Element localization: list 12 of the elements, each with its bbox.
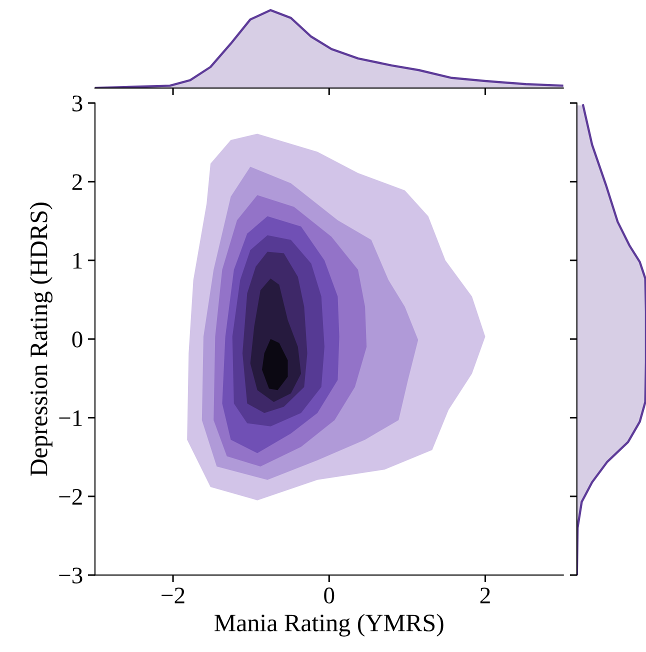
y-tick-label: −2 (59, 488, 82, 505)
x-tick-label: −2 (162, 588, 184, 604)
x-axis-title: Mania Rating (YMRS) (214, 614, 444, 637)
y-axis-title: Depression Rating (HDRS) (30, 202, 52, 476)
y-tick-label: 1 (73, 252, 82, 269)
y-tick-label: −1 (59, 410, 82, 426)
y-tick-label: 0 (72, 332, 82, 348)
x-tick-label: 2 (480, 588, 490, 604)
x-tick-label: 0 (324, 588, 334, 604)
y-tick-label: 3 (72, 96, 82, 112)
y-tick-label: 2 (72, 174, 82, 190)
y-tick-label: −3 (59, 568, 82, 584)
